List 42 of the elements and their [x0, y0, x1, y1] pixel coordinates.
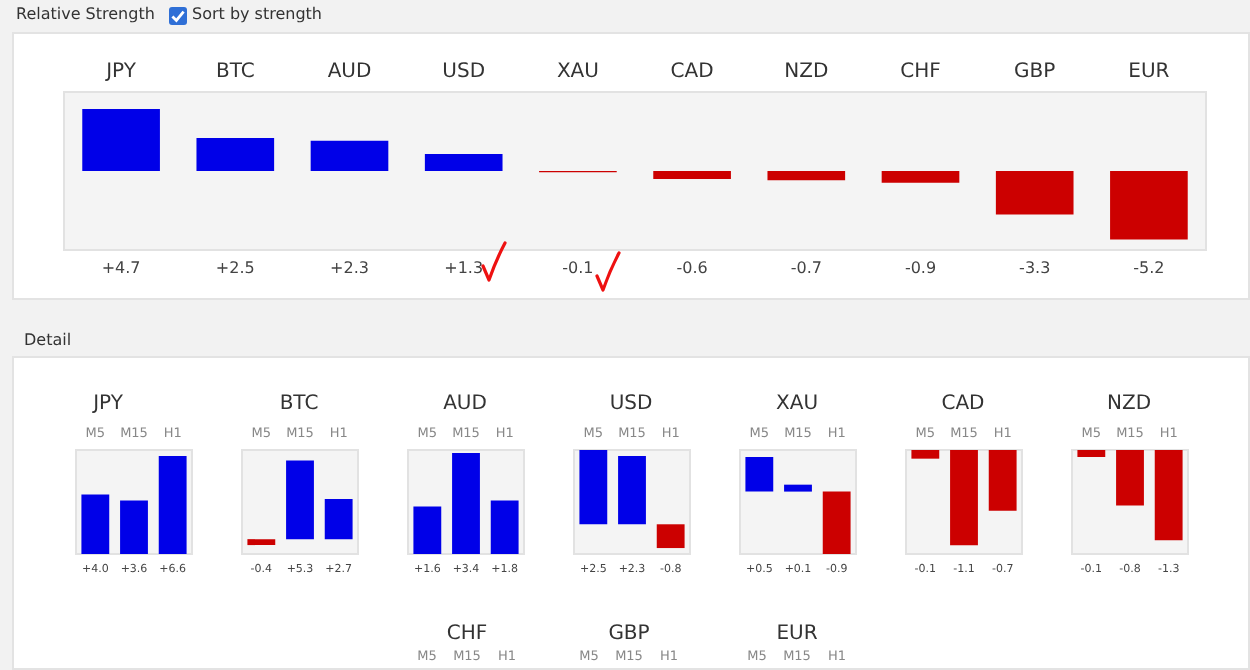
bar	[995, 171, 1074, 215]
x-tick-label: JPY	[104, 61, 138, 83]
bar	[82, 109, 160, 171]
text: EUR	[776, 623, 818, 645]
data-label: -0.7	[790, 259, 822, 277]
chart-title: USD	[609, 393, 653, 415]
data-label: +1.3	[444, 259, 484, 277]
bar	[653, 171, 731, 179]
x-tick-label: EUR	[1128, 61, 1170, 83]
x-tick-label: XAU	[556, 61, 599, 83]
text: Detail	[24, 331, 72, 349]
x-tick-label: NZD	[784, 61, 829, 83]
text: Sort by strength	[192, 5, 322, 23]
chart-title: JPY	[91, 393, 125, 415]
chart-title: XAU	[775, 393, 819, 415]
text: GBP	[608, 623, 650, 645]
text: CHF	[446, 623, 488, 645]
data-label: -0.1	[562, 259, 594, 277]
bar	[881, 171, 960, 183]
bar	[1110, 171, 1188, 240]
x-tick-label: CAD	[670, 61, 715, 83]
x-tick-label: CHF	[900, 61, 942, 83]
chart-title: CAD	[941, 393, 986, 415]
data-label: -0.6	[676, 259, 708, 277]
x-tick-label: GBP	[1014, 61, 1056, 83]
bar	[767, 171, 846, 181]
bar	[310, 140, 389, 171]
data-label: +2.5	[215, 259, 255, 277]
data-label: -3.3	[1019, 259, 1051, 277]
chart-title: Relative Strength	[16, 5, 155, 23]
chart-title: AUD	[443, 393, 488, 415]
chart-title: NZD	[1106, 393, 1152, 415]
data-label: -5.2	[1133, 259, 1165, 277]
x-tick-label: AUD	[327, 61, 372, 83]
bar	[196, 138, 275, 171]
chart-title: BTC	[279, 393, 319, 415]
data-label: +2.3	[330, 259, 369, 277]
bar	[424, 153, 503, 171]
data-label: -0.9	[904, 259, 937, 277]
x-tick-label: USD	[442, 61, 486, 83]
x-tick-label: BTC	[215, 61, 255, 83]
data-label: +4.7	[101, 259, 141, 277]
